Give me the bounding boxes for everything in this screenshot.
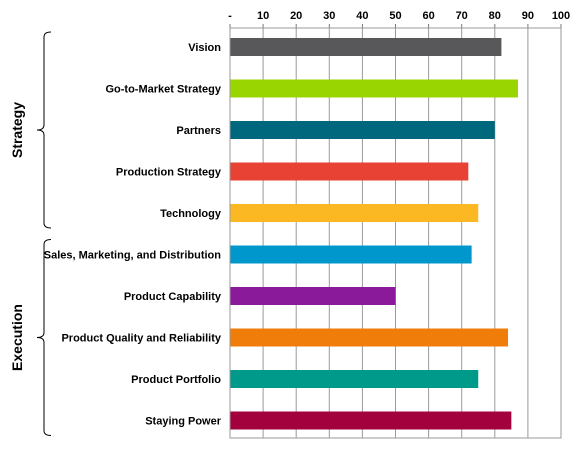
x-tick-label: 40 bbox=[356, 10, 368, 22]
x-tick-label: 100 bbox=[552, 10, 570, 22]
category-label: Partners bbox=[176, 125, 221, 137]
bar bbox=[230, 370, 479, 388]
category-label: Production Strategy bbox=[116, 167, 222, 179]
group-brackets: Strategy Execution bbox=[9, 31, 52, 436]
bar bbox=[230, 328, 509, 347]
category-label: Sales, Marketing, and Distribution bbox=[44, 250, 222, 262]
group-bracket bbox=[36, 31, 52, 229]
bars bbox=[230, 38, 518, 430]
bar bbox=[230, 38, 502, 56]
group-bracket bbox=[36, 239, 52, 436]
category-label: Product Portfolio bbox=[131, 374, 221, 386]
category-label: Go-to-Market Strategy bbox=[105, 84, 221, 96]
bar bbox=[230, 121, 495, 139]
category-label: Vision bbox=[188, 42, 221, 54]
category-label: Product Quality and Reliability bbox=[61, 333, 221, 345]
category-labels: Vision Go-to-Market Strategy Partners Produ… bbox=[44, 42, 222, 428]
bar bbox=[230, 287, 396, 305]
x-tick-label: 70 bbox=[456, 10, 468, 22]
bar bbox=[230, 245, 472, 264]
category-label: Technology bbox=[160, 208, 222, 220]
category-label: Product Capability bbox=[124, 291, 222, 303]
category-label: Staying Power bbox=[145, 416, 222, 428]
bar bbox=[230, 162, 469, 181]
group-label: Strategy bbox=[9, 102, 25, 158]
x-tick-label: - bbox=[228, 10, 232, 22]
bar bbox=[230, 79, 518, 98]
bar bbox=[230, 411, 512, 430]
x-tick-label: 60 bbox=[422, 10, 434, 22]
group-label: Execution bbox=[9, 304, 25, 371]
x-tick-label: 30 bbox=[323, 10, 335, 22]
x-tick-label: 90 bbox=[522, 10, 534, 22]
x-tick-label: 20 bbox=[290, 10, 302, 22]
plot-frame bbox=[229, 27, 562, 439]
bar bbox=[230, 204, 479, 222]
x-tick-label: 50 bbox=[389, 10, 401, 22]
x-tick-label: 80 bbox=[489, 10, 501, 22]
x-axis-ticks: - 10 20 30 40 50 60 70 80 90 100 bbox=[228, 10, 570, 28]
x-tick-label: 10 bbox=[257, 10, 269, 22]
